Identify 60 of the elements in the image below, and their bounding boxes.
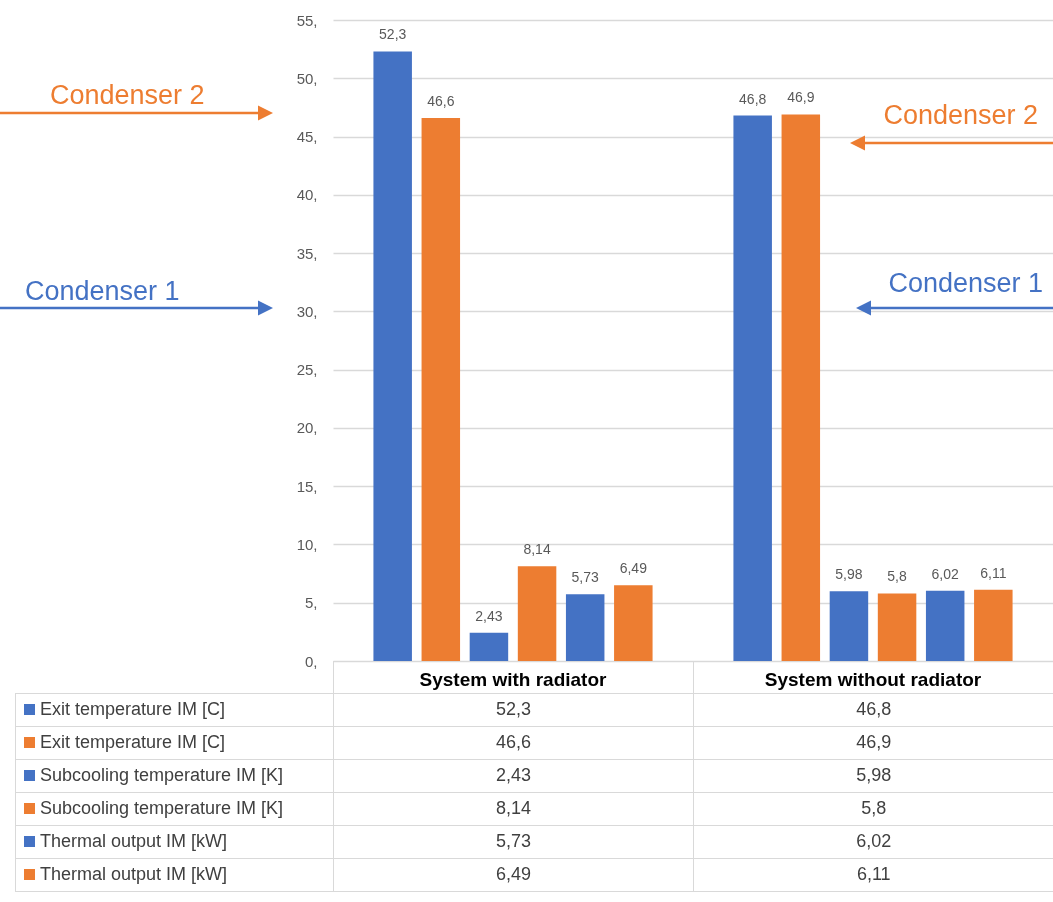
bar [517, 566, 557, 661]
y-tick-label: 45, [296, 128, 318, 146]
text: 5,98 [835, 566, 863, 583]
bar [373, 51, 412, 661]
y-tick-label: 25, [296, 361, 318, 379]
legend-label: Thermal output IM [kW] [15, 825, 334, 858]
text: 6,11 [980, 564, 1007, 581]
data-label: 6,11 [693, 858, 1053, 891]
y-tick-label: 55, [296, 11, 318, 29]
data-label: 6,02 [693, 825, 1053, 858]
y-tick-label: 30, [296, 302, 318, 320]
bar [974, 589, 1013, 661]
text: 46,8 [739, 90, 767, 107]
text: 46,6 [427, 92, 455, 109]
y-tick-label: 20, [296, 419, 318, 437]
y-tick-label: 10, [296, 535, 318, 553]
data-label: 46,9 [693, 726, 1053, 759]
data-label: 5,98 [693, 759, 1053, 792]
data-label: 52,3 [333, 693, 694, 726]
bar [733, 115, 772, 661]
text: 6,49 [619, 560, 647, 577]
y-tick-label: 40, [296, 186, 318, 204]
data-label: 5,8 [693, 792, 1053, 825]
legend-label: Exit temperature IM [C] [15, 693, 334, 726]
data-label: 46,6 [333, 726, 694, 759]
y-tick-label: 0, [304, 652, 318, 670]
x-tick-label: System without radiator [764, 668, 982, 690]
bar [469, 632, 509, 661]
bar [565, 594, 605, 661]
data-label: 5,73 [333, 825, 694, 858]
text: 46,9 [787, 89, 815, 106]
text: 5,73 [571, 569, 599, 586]
y-tick-label: 50, [296, 69, 318, 87]
y-tick-label: 15, [296, 477, 318, 495]
text: Condenser 1 [25, 276, 180, 306]
text: Condenser 2 [50, 80, 205, 110]
text: 2,43 [475, 607, 503, 624]
data-label: 8,14 [333, 792, 694, 825]
legend-label: Thermal output IM [kW] [15, 858, 334, 891]
data-label: 6,49 [333, 858, 694, 891]
text: 52,3 [379, 26, 407, 43]
annotation: Condenser 1 [888, 268, 1043, 298]
x-tick-label: System with radiator [419, 668, 608, 690]
text: 8,14 [523, 541, 551, 558]
data-label: 46,8 [693, 693, 1053, 726]
text: 5,8 [887, 568, 907, 585]
data-label: 2,43 [333, 759, 694, 792]
legend-label: Subcooling temperature IM [K] [15, 792, 334, 825]
bar [421, 117, 461, 661]
text: 6,02 [931, 565, 959, 582]
bar [877, 593, 917, 661]
legend-label: Subcooling temperature IM [K] [15, 759, 334, 792]
bar [614, 585, 653, 661]
bar [925, 590, 965, 661]
bar [829, 591, 869, 661]
y-tick-label: 5, [304, 594, 318, 612]
annotation: Condenser 2 [883, 100, 1038, 130]
y-tick-label: 35, [296, 244, 318, 262]
bar [781, 114, 821, 661]
legend-label: Exit temperature IM [C] [15, 726, 334, 759]
